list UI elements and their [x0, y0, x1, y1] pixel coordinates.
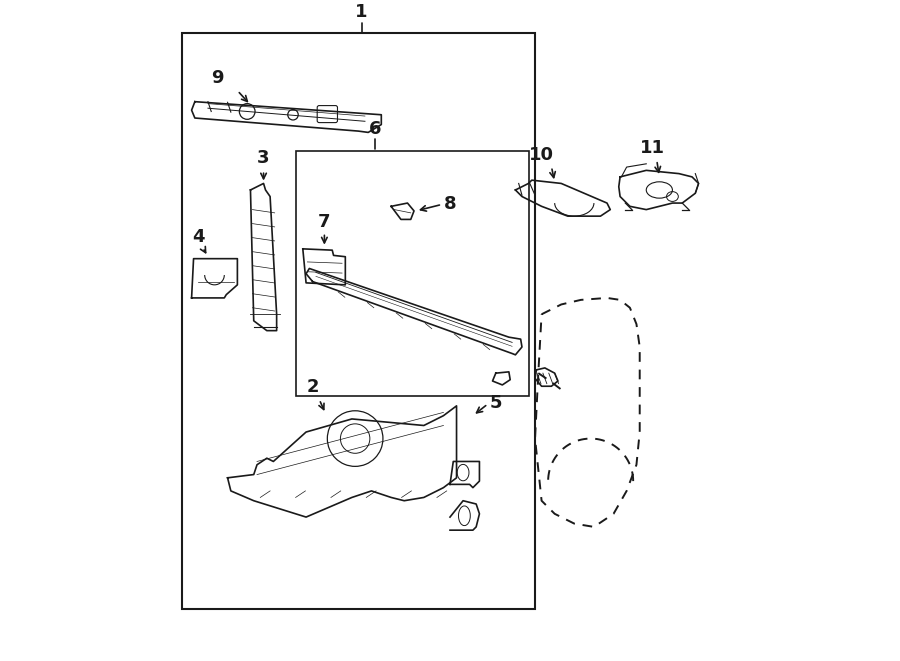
Text: 10: 10 — [529, 146, 554, 164]
Bar — [182, 33, 535, 609]
Text: 1: 1 — [356, 3, 368, 21]
Text: 2: 2 — [306, 378, 319, 396]
Text: 4: 4 — [192, 227, 204, 246]
Text: 11: 11 — [640, 139, 665, 157]
Text: 6: 6 — [368, 120, 381, 137]
Text: 9: 9 — [212, 69, 224, 87]
Bar — [296, 151, 528, 396]
Text: 5: 5 — [490, 393, 502, 412]
Text: 3: 3 — [257, 149, 270, 167]
Text: 7: 7 — [318, 213, 330, 231]
Text: 8: 8 — [444, 196, 456, 214]
